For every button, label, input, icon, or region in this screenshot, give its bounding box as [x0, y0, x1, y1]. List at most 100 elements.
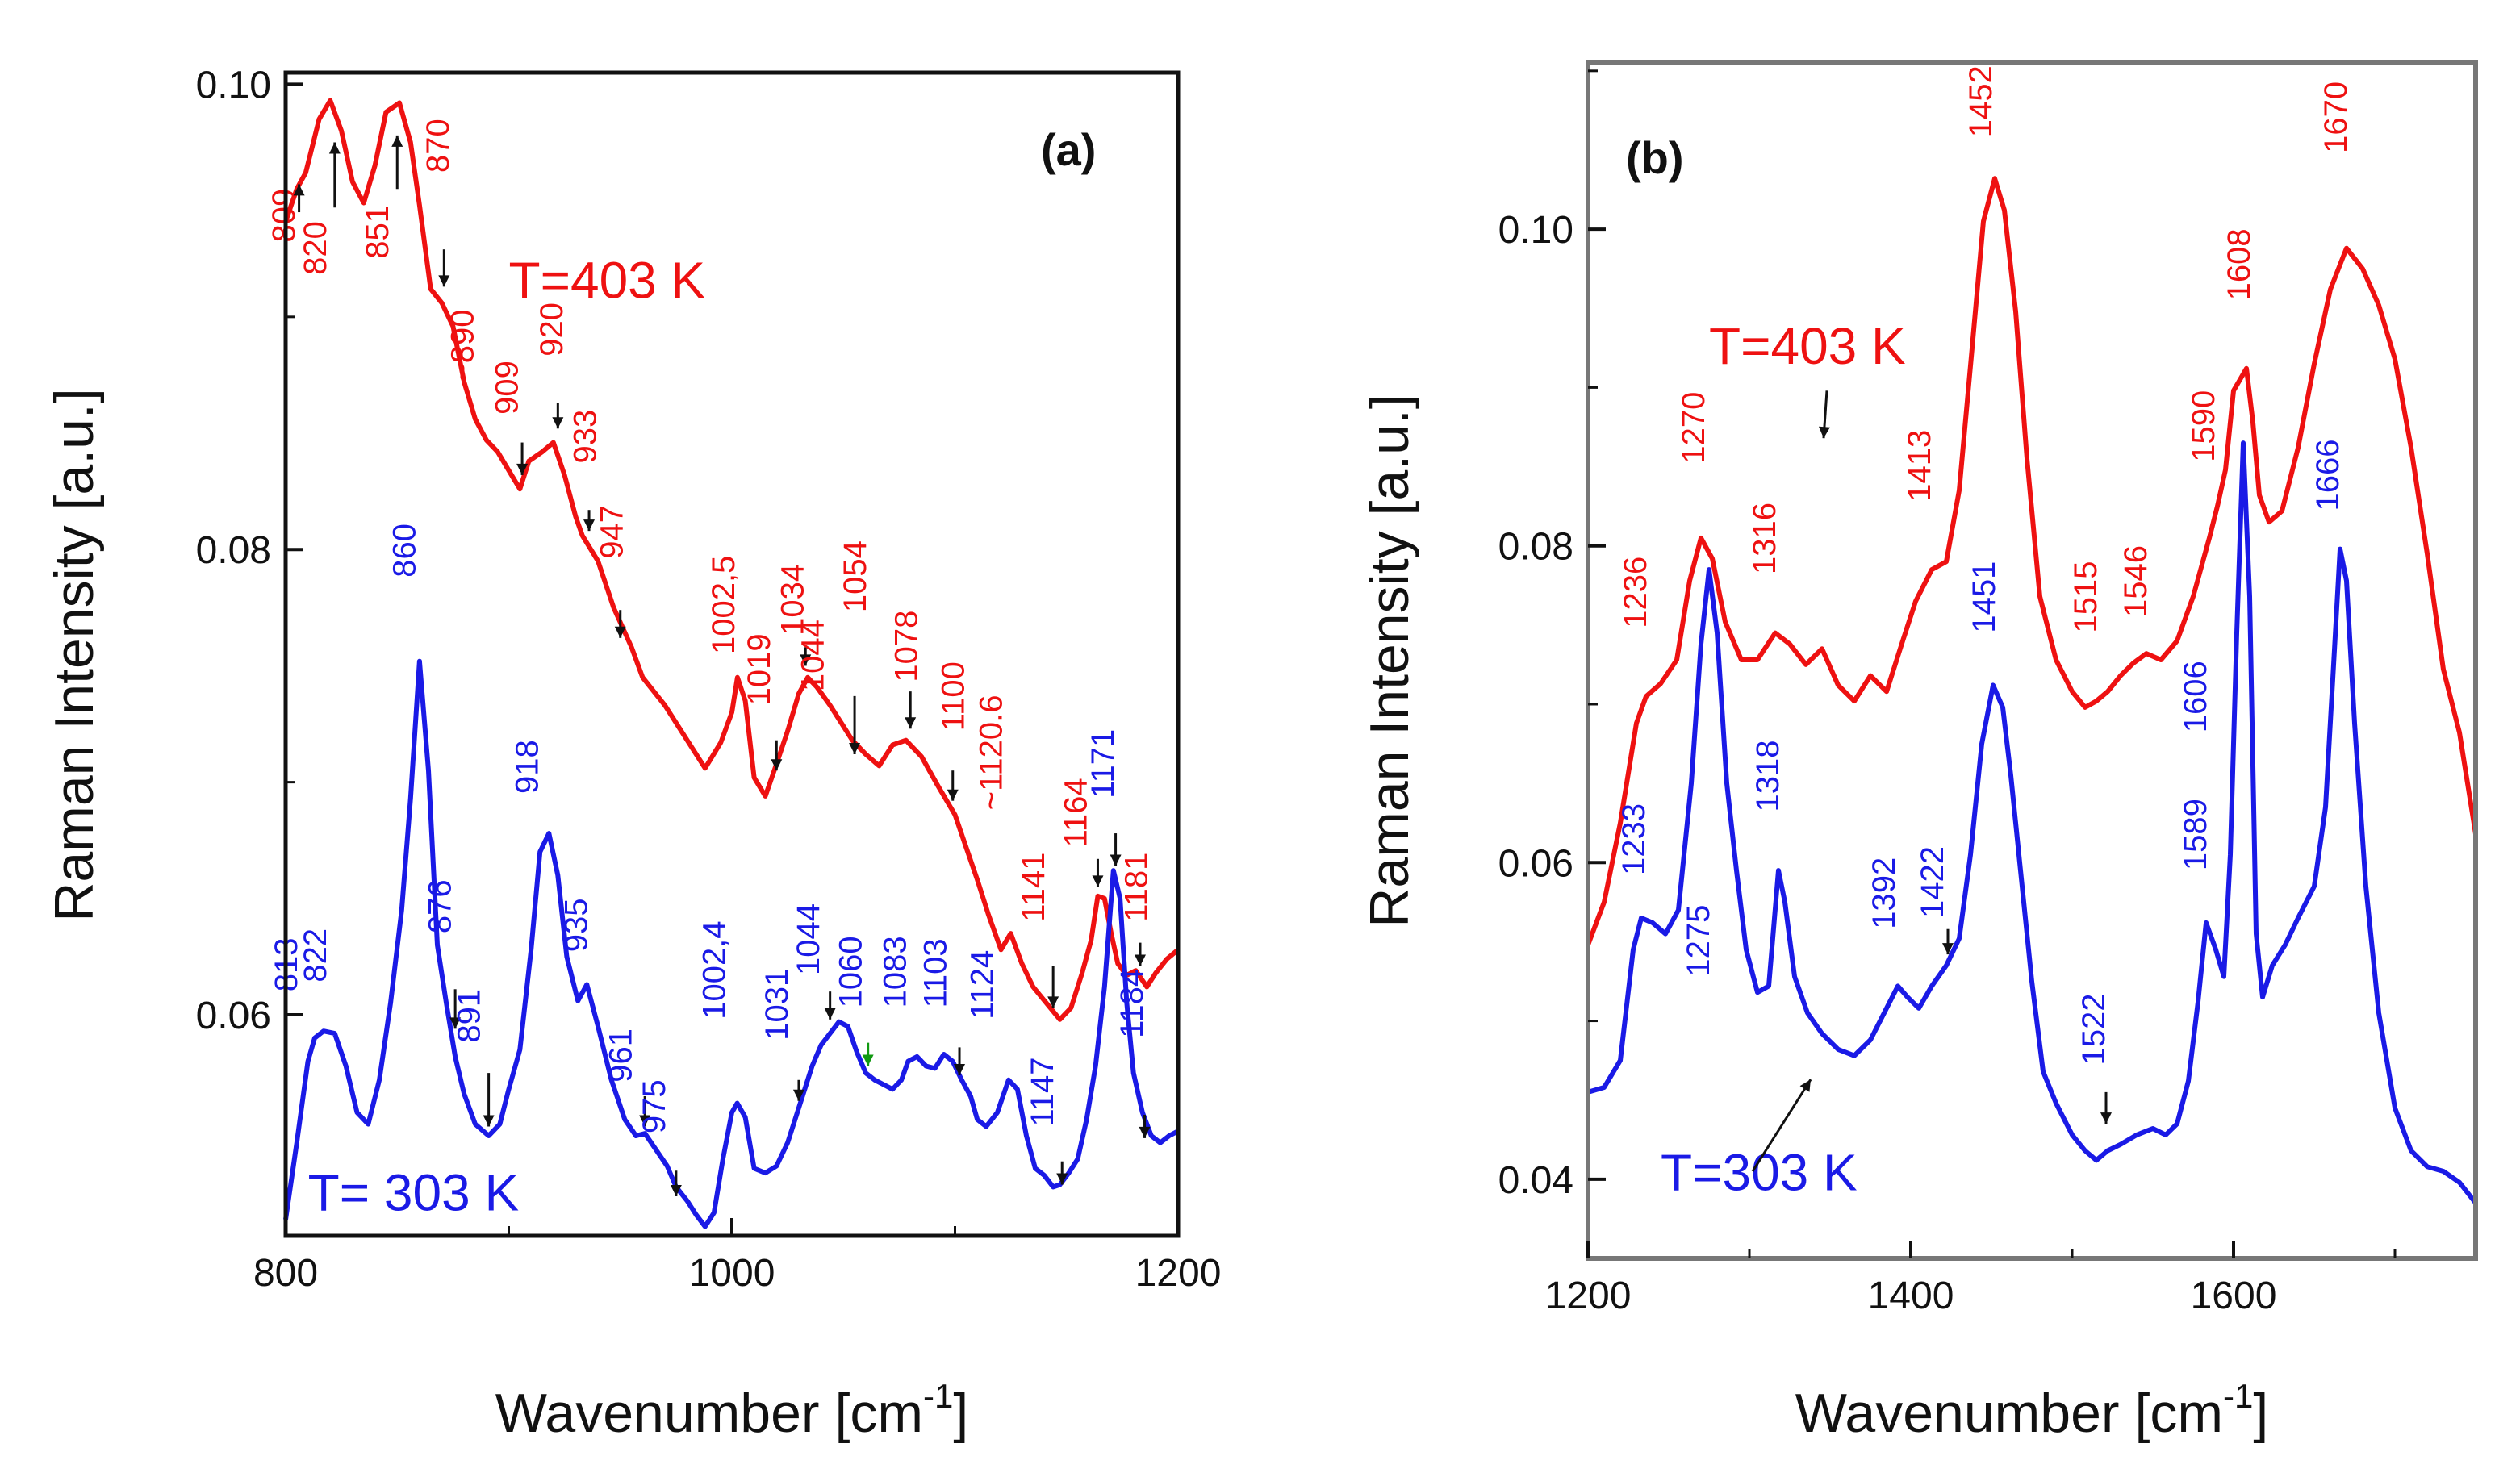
peak-label: 1181: [1118, 853, 1154, 922]
peak-label: 1392: [1866, 857, 1902, 929]
y-tick-label: 0.04: [1498, 1159, 1573, 1202]
peak-label: ~890: [445, 309, 480, 382]
peak-arrow: [328, 142, 341, 208]
peak-label: 1060: [833, 936, 868, 1008]
peak-arrow: [1942, 928, 1954, 955]
peak-label: 933: [567, 410, 603, 464]
series-label-b-hot: T=403 K: [1709, 317, 1906, 375]
peak-label: 1164: [1059, 778, 1094, 847]
peak-label: 1147: [1025, 1057, 1060, 1126]
peak-arrow: [483, 1073, 495, 1127]
peak-label: 1171: [1085, 729, 1121, 799]
peak-label: 1031: [759, 969, 795, 1041]
y-tick-label: 0.06: [196, 995, 271, 1037]
series-line-a-cold: [283, 658, 1180, 1229]
x-axis-title-a: Wavenumber [cm-1]: [495, 1377, 969, 1444]
peak-label: 1422: [1915, 846, 1950, 918]
peak-label: 1103: [917, 938, 953, 1008]
peak-label: 1606: [2178, 661, 2213, 732]
peak-label: 920: [534, 302, 570, 357]
peak-label: 1078: [889, 611, 925, 682]
x-tick-label: 1200: [1135, 1252, 1222, 1295]
y-tick-label: 0.10: [196, 64, 271, 106]
y-tick-label: 0.08: [1498, 526, 1573, 569]
peak-arrow: [771, 740, 783, 771]
peak-arrow: [800, 647, 812, 666]
plot-area-b: T=403 K T=303 K 1236 1270 1316 1413 1452 1515 15…: [1586, 65, 2478, 1205]
peak-label: ~1120.6: [974, 695, 1009, 810]
y-tick-label: 0.10: [1498, 209, 1573, 252]
ticks-b: 1200 1400 1600 0.04 0.06 0.08 0.10: [1498, 69, 2397, 1317]
peak-arrow: [954, 1047, 966, 1076]
peak-label: 891: [452, 989, 487, 1043]
peak-label: 1141: [1016, 853, 1051, 922]
pointer-arrow: [1751, 1079, 1812, 1172]
peak-label: 1083: [878, 936, 913, 1008]
peak-label: 947: [595, 505, 630, 559]
peak-label: 1666: [2310, 440, 2346, 511]
x-tick-label: 800: [253, 1252, 318, 1295]
peak-label: 1515: [2068, 561, 2104, 633]
peak-label: 1670: [2318, 81, 2354, 153]
peak-label: 1546: [2118, 545, 2154, 617]
peak-arrow: [849, 695, 861, 755]
peak-label: 851: [360, 205, 395, 259]
series-line-b-hot: [1586, 176, 2478, 946]
y-axis-title-b: Raman Intensity [a.u.]: [1359, 394, 1420, 927]
peak-arrow: [947, 770, 959, 801]
peak-label: 1275: [1681, 905, 1716, 977]
peak-label: 1034: [775, 564, 811, 636]
peak-arrow: [1092, 858, 1104, 887]
series-line-a-hot: [283, 98, 1180, 1022]
peak-label: 1522: [2076, 994, 2112, 1066]
peak-label: 1044: [795, 620, 830, 691]
peak-label: 1270: [1676, 392, 1711, 464]
peak-label: 1608: [2221, 228, 2257, 300]
peak-label: 1100: [936, 661, 972, 731]
panel-b: T=403 K T=303 K 1236 1270 1316 1413 1452 1515 15…: [1359, 60, 2478, 1444]
peak-arrow: [670, 1170, 682, 1196]
peak-label: 1451: [1966, 561, 2002, 633]
y-tick-label: 0.06: [1498, 842, 1573, 885]
panel-label-a: (a): [1041, 124, 1096, 175]
peak-arrow: [905, 691, 917, 729]
peak-label: 975: [637, 1079, 672, 1133]
peak-label: 820: [298, 221, 333, 275]
peak-arrow: [391, 135, 403, 190]
x-tick-label: 1000: [689, 1252, 775, 1295]
peak-arrow: [293, 184, 305, 213]
peak-label: 1044: [791, 903, 826, 975]
ticks-a: 800 1000 1200 0.06 0.08 0.10: [196, 64, 1222, 1295]
peak-label: 860: [387, 524, 422, 578]
peak-arrow: [438, 249, 450, 287]
peak-arrow: [449, 989, 462, 1029]
peak-label: 1452: [1963, 65, 1999, 137]
peak-label: 1184: [1114, 969, 1150, 1038]
peak-label: 918: [509, 740, 545, 794]
peak-label: 1002,4: [697, 920, 733, 1019]
peak-arrow: [1056, 1161, 1068, 1185]
peak-arrow: [639, 1095, 651, 1127]
x-tick-label: 1200: [1545, 1275, 1632, 1317]
peak-arrow: [552, 403, 564, 429]
series-line-b-cold: [1587, 440, 2478, 1205]
peak-arrow: [516, 442, 529, 475]
peak-label: 909: [490, 361, 525, 415]
peak-arrow: [1139, 1115, 1151, 1138]
peak-arrow: [2100, 1091, 2112, 1124]
axes-frame-b: [1586, 60, 2478, 1261]
series-label-b-cold: T=303 K: [1661, 1144, 1858, 1202]
peak-label: 876: [423, 879, 458, 933]
peak-label: 1124: [965, 950, 1001, 1020]
pointer-arrow: [1818, 390, 1830, 439]
peak-arrow: [1110, 833, 1122, 866]
peak-arrow: [1134, 942, 1146, 966]
x-tick-label: 1600: [2191, 1275, 2277, 1317]
y-axis-title-a: Raman Intensity [a.u.]: [44, 388, 105, 921]
series-label-a-cold: T= 303 K: [308, 1163, 520, 1221]
peak-arrow: [792, 1079, 804, 1101]
x-axis-title-b: Wavenumber [cm-1]: [1795, 1377, 2269, 1444]
peak-arrow: [824, 991, 836, 1020]
